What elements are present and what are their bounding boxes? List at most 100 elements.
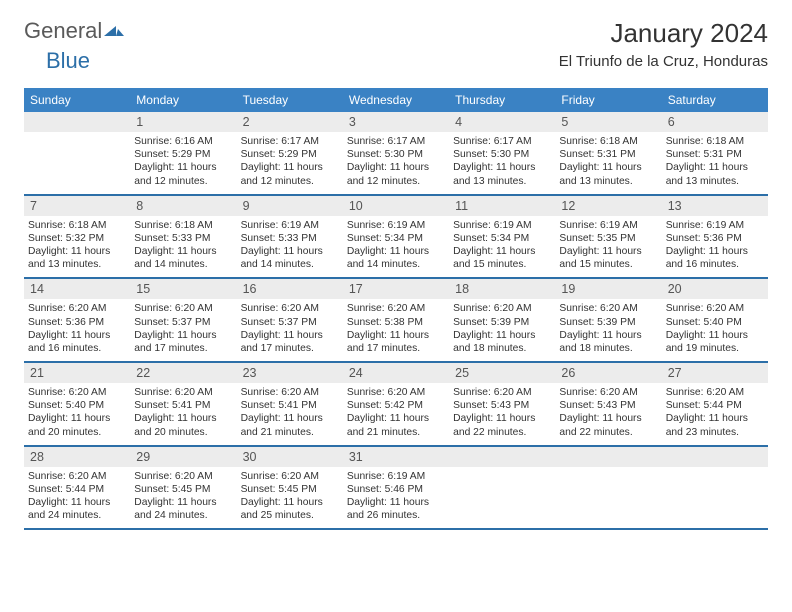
day-number: 10 <box>343 196 449 216</box>
day-number: 29 <box>130 447 236 467</box>
day-number: 13 <box>662 196 768 216</box>
day-content: Sunrise: 6:17 AMSunset: 5:30 PMDaylight:… <box>343 132 449 194</box>
day-number: 17 <box>343 279 449 299</box>
day-content <box>555 467 661 525</box>
calendar-cell: 7Sunrise: 6:18 AMSunset: 5:32 PMDaylight… <box>24 195 130 279</box>
day-number: 6 <box>662 112 768 132</box>
day-content: Sunrise: 6:20 AMSunset: 5:42 PMDaylight:… <box>343 383 449 445</box>
day-number: 4 <box>449 112 555 132</box>
day-number <box>555 447 661 467</box>
day-content: Sunrise: 6:17 AMSunset: 5:29 PMDaylight:… <box>237 132 343 194</box>
calendar-cell: 3Sunrise: 6:17 AMSunset: 5:30 PMDaylight… <box>343 112 449 195</box>
calendar-cell: 23Sunrise: 6:20 AMSunset: 5:41 PMDayligh… <box>237 362 343 446</box>
month-title: January 2024 <box>559 18 768 49</box>
day-content: Sunrise: 6:20 AMSunset: 5:39 PMDaylight:… <box>449 299 555 361</box>
day-content: Sunrise: 6:19 AMSunset: 5:36 PMDaylight:… <box>662 216 768 278</box>
calendar-cell: 10Sunrise: 6:19 AMSunset: 5:34 PMDayligh… <box>343 195 449 279</box>
calendar-body: 1Sunrise: 6:16 AMSunset: 5:29 PMDaylight… <box>24 112 768 529</box>
calendar-cell: 20Sunrise: 6:20 AMSunset: 5:40 PMDayligh… <box>662 278 768 362</box>
day-content: Sunrise: 6:20 AMSunset: 5:37 PMDaylight:… <box>130 299 236 361</box>
day-content: Sunrise: 6:19 AMSunset: 5:34 PMDaylight:… <box>449 216 555 278</box>
brand-mark-icon <box>104 16 124 42</box>
day-content: Sunrise: 6:18 AMSunset: 5:31 PMDaylight:… <box>662 132 768 194</box>
calendar-cell: 11Sunrise: 6:19 AMSunset: 5:34 PMDayligh… <box>449 195 555 279</box>
calendar-cell: 22Sunrise: 6:20 AMSunset: 5:41 PMDayligh… <box>130 362 236 446</box>
day-content: Sunrise: 6:20 AMSunset: 5:39 PMDaylight:… <box>555 299 661 361</box>
day-number <box>449 447 555 467</box>
calendar-cell <box>555 446 661 530</box>
day-content: Sunrise: 6:20 AMSunset: 5:40 PMDaylight:… <box>24 383 130 445</box>
calendar-week-row: 7Sunrise: 6:18 AMSunset: 5:32 PMDaylight… <box>24 195 768 279</box>
day-content: Sunrise: 6:20 AMSunset: 5:36 PMDaylight:… <box>24 299 130 361</box>
day-number: 27 <box>662 363 768 383</box>
calendar-cell: 28Sunrise: 6:20 AMSunset: 5:44 PMDayligh… <box>24 446 130 530</box>
day-content: Sunrise: 6:19 AMSunset: 5:46 PMDaylight:… <box>343 467 449 529</box>
calendar-cell: 19Sunrise: 6:20 AMSunset: 5:39 PMDayligh… <box>555 278 661 362</box>
calendar-cell: 26Sunrise: 6:20 AMSunset: 5:43 PMDayligh… <box>555 362 661 446</box>
day-number: 24 <box>343 363 449 383</box>
day-number: 8 <box>130 196 236 216</box>
day-header-friday: Friday <box>555 88 661 112</box>
brand-part1: General <box>24 18 102 44</box>
day-header-tuesday: Tuesday <box>237 88 343 112</box>
day-number: 5 <box>555 112 661 132</box>
calendar-cell: 14Sunrise: 6:20 AMSunset: 5:36 PMDayligh… <box>24 278 130 362</box>
day-header-thursday: Thursday <box>449 88 555 112</box>
day-number: 28 <box>24 447 130 467</box>
day-content: Sunrise: 6:20 AMSunset: 5:43 PMDaylight:… <box>449 383 555 445</box>
day-content <box>449 467 555 525</box>
calendar-cell: 24Sunrise: 6:20 AMSunset: 5:42 PMDayligh… <box>343 362 449 446</box>
day-number: 23 <box>237 363 343 383</box>
day-number: 30 <box>237 447 343 467</box>
calendar-cell: 31Sunrise: 6:19 AMSunset: 5:46 PMDayligh… <box>343 446 449 530</box>
brand-logo: General <box>24 18 124 44</box>
calendar-table: SundayMondayTuesdayWednesdayThursdayFrid… <box>24 88 768 530</box>
day-number: 14 <box>24 279 130 299</box>
brand-part2: Blue <box>46 48 90 74</box>
calendar-cell: 5Sunrise: 6:18 AMSunset: 5:31 PMDaylight… <box>555 112 661 195</box>
day-number: 15 <box>130 279 236 299</box>
day-number: 11 <box>449 196 555 216</box>
day-number: 7 <box>24 196 130 216</box>
title-block: January 2024 El Triunfo de la Cruz, Hond… <box>559 18 768 70</box>
day-content: Sunrise: 6:17 AMSunset: 5:30 PMDaylight:… <box>449 132 555 194</box>
day-content: Sunrise: 6:20 AMSunset: 5:44 PMDaylight:… <box>662 383 768 445</box>
day-content: Sunrise: 6:20 AMSunset: 5:41 PMDaylight:… <box>130 383 236 445</box>
day-number: 2 <box>237 112 343 132</box>
day-content: Sunrise: 6:16 AMSunset: 5:29 PMDaylight:… <box>130 132 236 194</box>
day-content: Sunrise: 6:20 AMSunset: 5:38 PMDaylight:… <box>343 299 449 361</box>
day-number: 9 <box>237 196 343 216</box>
calendar-cell: 2Sunrise: 6:17 AMSunset: 5:29 PMDaylight… <box>237 112 343 195</box>
day-number: 1 <box>130 112 236 132</box>
day-content: Sunrise: 6:20 AMSunset: 5:44 PMDaylight:… <box>24 467 130 529</box>
location-label: El Triunfo de la Cruz, Honduras <box>559 53 768 70</box>
day-content: Sunrise: 6:18 AMSunset: 5:33 PMDaylight:… <box>130 216 236 278</box>
calendar-week-row: 21Sunrise: 6:20 AMSunset: 5:40 PMDayligh… <box>24 362 768 446</box>
calendar-cell: 29Sunrise: 6:20 AMSunset: 5:45 PMDayligh… <box>130 446 236 530</box>
calendar-cell <box>24 112 130 195</box>
day-number: 20 <box>662 279 768 299</box>
day-content: Sunrise: 6:20 AMSunset: 5:41 PMDaylight:… <box>237 383 343 445</box>
day-content: Sunrise: 6:20 AMSunset: 5:45 PMDaylight:… <box>130 467 236 529</box>
day-content <box>662 467 768 525</box>
calendar-header-row: SundayMondayTuesdayWednesdayThursdayFrid… <box>24 88 768 112</box>
calendar-cell: 1Sunrise: 6:16 AMSunset: 5:29 PMDaylight… <box>130 112 236 195</box>
day-number: 31 <box>343 447 449 467</box>
day-number: 3 <box>343 112 449 132</box>
day-number: 22 <box>130 363 236 383</box>
day-number: 19 <box>555 279 661 299</box>
day-content: Sunrise: 6:19 AMSunset: 5:34 PMDaylight:… <box>343 216 449 278</box>
day-header-saturday: Saturday <box>662 88 768 112</box>
day-content: Sunrise: 6:18 AMSunset: 5:31 PMDaylight:… <box>555 132 661 194</box>
calendar-cell: 12Sunrise: 6:19 AMSunset: 5:35 PMDayligh… <box>555 195 661 279</box>
calendar-cell: 25Sunrise: 6:20 AMSunset: 5:43 PMDayligh… <box>449 362 555 446</box>
calendar-cell: 16Sunrise: 6:20 AMSunset: 5:37 PMDayligh… <box>237 278 343 362</box>
day-number: 26 <box>555 363 661 383</box>
day-content: Sunrise: 6:19 AMSunset: 5:33 PMDaylight:… <box>237 216 343 278</box>
calendar-cell: 15Sunrise: 6:20 AMSunset: 5:37 PMDayligh… <box>130 278 236 362</box>
day-content <box>24 132 130 190</box>
day-number: 16 <box>237 279 343 299</box>
calendar-cell: 17Sunrise: 6:20 AMSunset: 5:38 PMDayligh… <box>343 278 449 362</box>
calendar-week-row: 28Sunrise: 6:20 AMSunset: 5:44 PMDayligh… <box>24 446 768 530</box>
day-number: 21 <box>24 363 130 383</box>
